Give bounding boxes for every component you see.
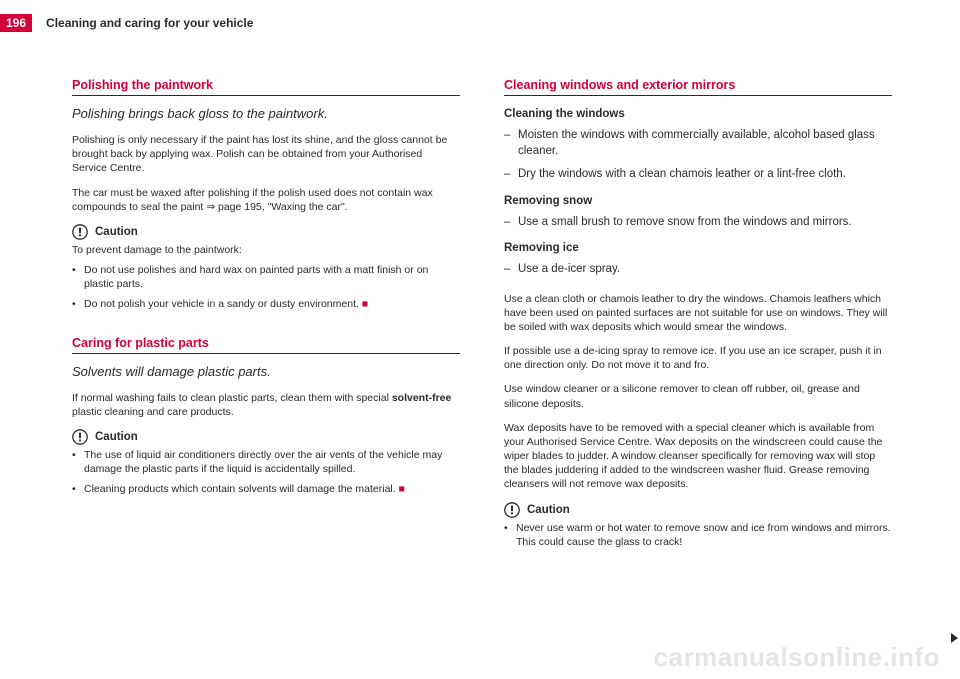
caution-heading: Caution [504, 502, 892, 518]
content-columns: Polishing the paintwork Polishing brings… [72, 78, 892, 555]
end-square-icon: ■ [399, 483, 405, 495]
bullet-item: The use of liquid air conditioners direc… [72, 448, 460, 476]
right-column: Cleaning windows and exterior mirrors Cl… [504, 78, 892, 555]
caution-intro: To prevent damage to the paintwork: [72, 243, 460, 257]
text-span: plastic cleaning and care products. [72, 406, 234, 418]
caution-heading: Caution [72, 429, 460, 445]
body-text: Use a clean cloth or chamois leather to … [504, 292, 892, 335]
dash-item: Dry the windows with a clean chamois lea… [504, 167, 892, 183]
body-text: Polishing is only necessary if the paint… [72, 133, 460, 176]
body-text: The car must be waxed after polishing if… [72, 186, 460, 214]
body-text: If normal washing fails to clean plastic… [72, 391, 460, 419]
subhead-removing-snow: Removing snow [504, 195, 892, 207]
running-title: Cleaning and caring for your vehicle [46, 16, 253, 30]
page-number-box: 196 [0, 14, 32, 32]
watermark-text: carmanualsonline.info [654, 642, 940, 673]
dash-item: Use a small brush to remove snow from th… [504, 215, 892, 231]
dash-item: Moisten the windows with commercially av… [504, 128, 892, 159]
section-title-polishing: Polishing the paintwork [72, 78, 460, 96]
text-span: Cleaning products which contain solvents… [84, 483, 399, 495]
caution-label: Caution [95, 431, 138, 443]
subhead-removing-ice: Removing ice [504, 242, 892, 254]
body-text: Use window cleaner or a silicone remover… [504, 382, 892, 410]
text-span: If normal washing fails to clean plastic… [72, 392, 392, 404]
section-title-plastic: Caring for plastic parts [72, 336, 460, 354]
caution-label: Caution [527, 504, 570, 516]
spacer [72, 318, 460, 336]
cross-ref: ⇒ page 195, "Waxing the car". [206, 201, 347, 213]
text-span: Do not polish your vehicle in a sandy or… [84, 298, 362, 310]
page-number: 196 [6, 16, 26, 30]
bullet-item: Do not use polishes and hard wax on pain… [72, 263, 460, 291]
end-square-icon: ■ [362, 298, 368, 310]
body-text: If possible use a de-icing spray to remo… [504, 344, 892, 372]
dash-item: Use a de-icer spray. [504, 262, 892, 278]
bullet-item: Do not polish your vehicle in a sandy or… [72, 297, 460, 311]
bullet-item: Cleaning products which contain solvents… [72, 482, 460, 496]
bold-text: solvent-free [392, 392, 452, 404]
lead-polishing: Polishing brings back gloss to the paint… [72, 106, 460, 121]
bullet-item: Never use warm or hot water to remove sn… [504, 521, 892, 549]
caution-heading: Caution [72, 224, 460, 240]
caution-icon [72, 429, 88, 445]
left-column: Polishing the paintwork Polishing brings… [72, 78, 460, 555]
body-text: Wax deposits have to be removed with a s… [504, 421, 892, 492]
section-title-windows: Cleaning windows and exterior mirrors [504, 78, 892, 96]
caution-label: Caution [95, 226, 138, 238]
caution-icon [504, 502, 520, 518]
subhead-cleaning-windows: Cleaning the windows [504, 108, 892, 120]
continue-arrow-icon [951, 633, 958, 643]
lead-plastic: Solvents will damage plastic parts. [72, 364, 460, 379]
caution-icon [72, 224, 88, 240]
page-header: 196 Cleaning and caring for your vehicle [0, 14, 253, 32]
